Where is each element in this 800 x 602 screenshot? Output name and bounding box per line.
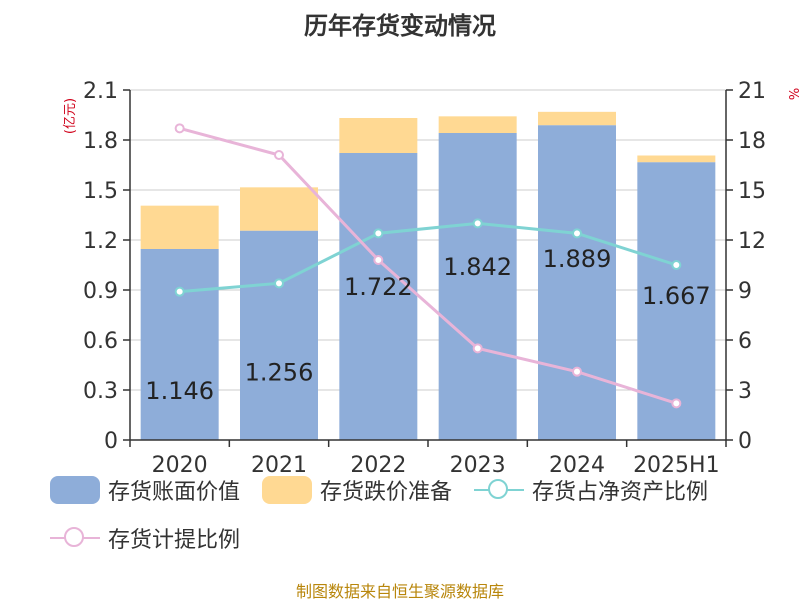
point-provision-ratio (174, 123, 185, 134)
y-right-unit: % (788, 88, 800, 100)
point-net-asset-ratio (373, 228, 384, 239)
y-right-tick-label: 12 (738, 229, 766, 254)
legend-item-provision-ratio[interactable]: 存货计提比例 (50, 522, 240, 554)
legend-label: 存货计提比例 (108, 528, 241, 553)
y-left-tick-label: 0.6 (83, 329, 118, 354)
point-provision-ratio (671, 398, 682, 409)
point-net-asset-ratio (274, 278, 284, 289)
line-provision-ratio (179, 126, 677, 405)
point-net-asset-ratio (472, 218, 483, 229)
x-tick-label: 2022 (350, 453, 406, 478)
y-right-tick-label: 0 (738, 429, 752, 454)
line-layer (174, 123, 682, 409)
point-provision-ratio (274, 150, 284, 160)
y-right-tick-label: 6 (738, 329, 752, 354)
x-tick-label: 2020 (152, 453, 208, 478)
bar-book-value (240, 230, 318, 440)
bar-value-label: 1.667 (642, 282, 711, 310)
legend-label: 存货占净资产比例 (532, 480, 709, 505)
grid-layer (130, 89, 726, 391)
bar-value-label: 1.146 (145, 377, 214, 405)
bar-layer (140, 111, 716, 441)
y-left-tick-label: 0 (104, 429, 118, 454)
x-tick-label: 2023 (450, 453, 506, 478)
y-right-tick-label: 15 (738, 179, 766, 204)
point-net-asset-ratio (572, 228, 582, 239)
legend-swatch-provision-ratio (50, 524, 100, 552)
y-left-tick-label: 2.1 (83, 79, 118, 104)
axis-layer: 0 0.3 0.6 0.9 1.2 1.5 1.8 2.1 0 3 6 9 12 15 18 21 2020 20… (83, 79, 766, 478)
source-note: 制图数据来自恒生聚源数据库 (295, 582, 504, 601)
point-net-asset-ratio (174, 286, 185, 297)
legend-swatch-impairment (262, 476, 313, 504)
bar-value-label: 1.842 (443, 253, 512, 281)
y-right-tick-label: 21 (738, 79, 766, 104)
y-left-tick-label: 0.9 (83, 279, 118, 304)
legend-label: 存货跌价准备 (320, 480, 453, 505)
legend-item-book-value[interactable]: 存货账面价值 (50, 474, 240, 506)
y-left-tick-label: 0.3 (83, 379, 118, 404)
legend-item-net-asset-ratio[interactable]: 存货占净资产比例 (474, 474, 708, 506)
line-net-asset-ratio (179, 221, 677, 294)
x-tick-label: 2025H1 (633, 453, 720, 478)
bar-value-label: 1.889 (543, 245, 612, 273)
legend-swatch-net-asset-ratio (474, 476, 525, 504)
bar-impairment (140, 205, 219, 249)
legend-item-impairment[interactable]: 存货跌价准备 (262, 474, 452, 506)
bar-value-label: 1.256 (245, 359, 314, 387)
bar-impairment (438, 116, 517, 133)
point-provision-ratio (472, 343, 483, 354)
y-right-tick-label: 9 (738, 279, 752, 304)
legend-row-1: 存货账面价值 存货跌价准备 存货占净资产比例 (50, 474, 730, 506)
legend-row-2: 存货计提比例 (50, 522, 262, 554)
bar-book-value (438, 133, 517, 440)
legend-label: 存货账面价值 (108, 480, 241, 505)
point-provision-ratio (572, 366, 582, 377)
x-tick-label: 2021 (251, 453, 307, 478)
bar-impairment (339, 118, 418, 153)
x-tick-label: 2024 (549, 453, 605, 478)
chart-title: 历年存货变动情况 (304, 12, 496, 40)
bar-value-label: 1.722 (344, 273, 413, 301)
bar-book-value (140, 249, 219, 440)
legend-swatch-book-value (50, 476, 100, 504)
point-provision-ratio (373, 255, 384, 265)
y-left-tick-label: 1.5 (83, 179, 118, 204)
bar-book-value (339, 153, 418, 440)
y-left-tick-label: 1.2 (83, 229, 118, 254)
bar-impairment (240, 187, 318, 231)
bar-impairment (637, 155, 716, 163)
y-left-unit: (亿元) (63, 98, 78, 134)
label-layer: 1.146 1.256 1.722 1.842 1.889 1.667 (145, 245, 710, 405)
bar-impairment (538, 111, 616, 126)
bar-book-value (538, 125, 616, 441)
y-right-tick-label: 3 (738, 379, 752, 404)
point-net-asset-ratio (671, 260, 682, 270)
y-left-tick-label: 1.8 (83, 129, 118, 154)
y-right-tick-label: 18 (738, 129, 766, 154)
